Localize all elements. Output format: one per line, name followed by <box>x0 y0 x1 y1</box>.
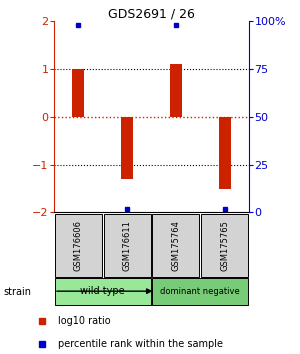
Text: GSM176611: GSM176611 <box>123 220 132 270</box>
Bar <box>55 214 102 276</box>
Text: GSM175764: GSM175764 <box>171 220 180 270</box>
Title: GDS2691 / 26: GDS2691 / 26 <box>108 7 195 20</box>
Bar <box>72 69 85 117</box>
Text: wild type: wild type <box>80 286 125 296</box>
Bar <box>201 214 248 276</box>
Text: GSM175765: GSM175765 <box>220 220 229 270</box>
Text: log10 ratio: log10 ratio <box>58 316 111 326</box>
Bar <box>55 278 151 305</box>
Bar <box>152 278 248 305</box>
Bar <box>104 214 151 276</box>
Text: GSM176606: GSM176606 <box>74 219 83 271</box>
Text: strain: strain <box>3 287 31 297</box>
Bar <box>170 64 182 117</box>
Bar <box>152 214 199 276</box>
Text: dominant negative: dominant negative <box>160 287 240 296</box>
Bar <box>121 117 133 179</box>
Text: percentile rank within the sample: percentile rank within the sample <box>58 339 223 349</box>
Bar <box>218 117 231 188</box>
